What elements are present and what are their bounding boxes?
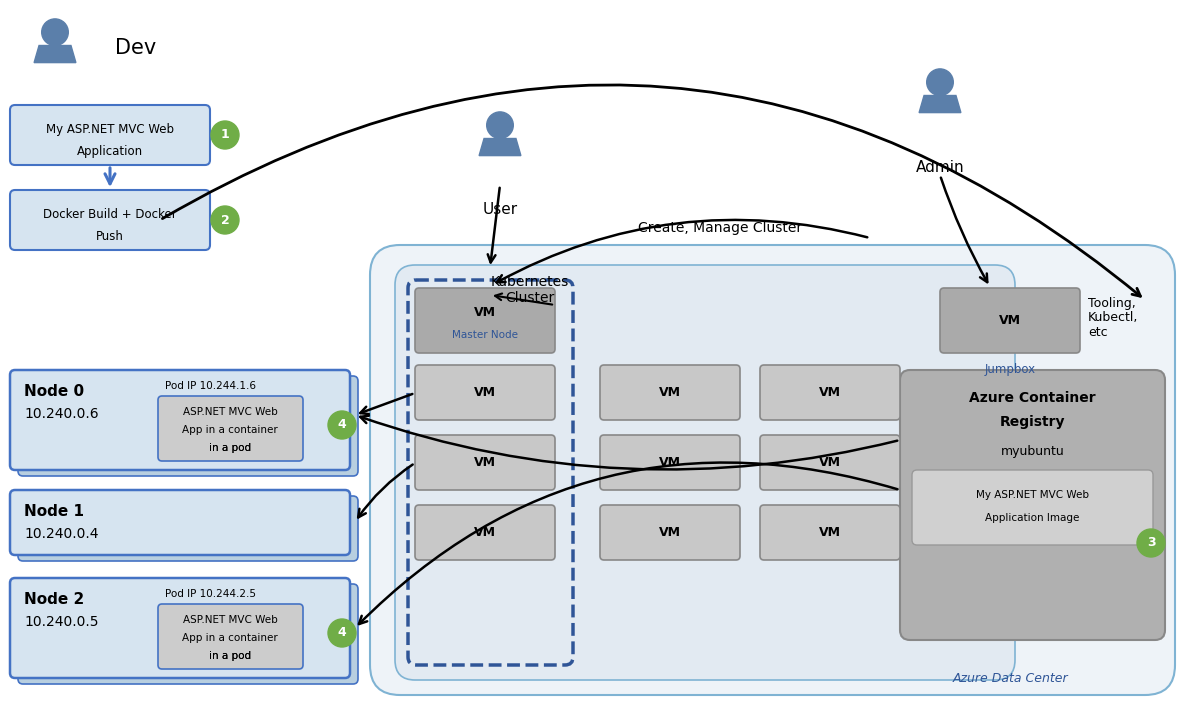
FancyBboxPatch shape <box>10 105 210 165</box>
Text: in a pod: in a pod <box>209 443 251 453</box>
FancyArrowPatch shape <box>487 188 499 263</box>
Text: Create, Manage Cluster: Create, Manage Cluster <box>638 221 802 235</box>
FancyArrowPatch shape <box>358 465 413 518</box>
Text: Node 0: Node 0 <box>24 385 84 399</box>
FancyBboxPatch shape <box>395 265 1015 680</box>
Text: 10.240.0.4: 10.240.0.4 <box>24 527 98 541</box>
Text: VM: VM <box>659 456 682 469</box>
Text: 10.240.0.6: 10.240.0.6 <box>24 407 98 421</box>
FancyBboxPatch shape <box>940 288 1080 353</box>
FancyBboxPatch shape <box>912 470 1153 545</box>
FancyArrowPatch shape <box>360 394 413 414</box>
Text: ASP.NET MVC Web: ASP.NET MVC Web <box>182 407 277 417</box>
Text: My ASP.NET MVC Web: My ASP.NET MVC Web <box>46 123 174 136</box>
Text: Pod IP 10.244.2.5: Pod IP 10.244.2.5 <box>166 589 256 599</box>
Text: Push: Push <box>96 230 124 243</box>
Text: myubuntu: myubuntu <box>1001 445 1064 459</box>
FancyBboxPatch shape <box>760 435 900 490</box>
Text: VM: VM <box>474 306 496 320</box>
Text: 1: 1 <box>221 129 229 141</box>
FancyBboxPatch shape <box>600 505 740 560</box>
Text: VM: VM <box>474 456 496 469</box>
Text: VM: VM <box>818 456 841 469</box>
FancyBboxPatch shape <box>415 435 554 490</box>
FancyArrowPatch shape <box>162 85 1140 297</box>
FancyBboxPatch shape <box>900 370 1165 640</box>
FancyBboxPatch shape <box>600 435 740 490</box>
Circle shape <box>211 121 239 149</box>
FancyBboxPatch shape <box>158 604 302 669</box>
FancyBboxPatch shape <box>158 396 302 461</box>
Circle shape <box>328 411 356 439</box>
Text: Application: Application <box>77 146 143 159</box>
Text: Azure Data Center: Azure Data Center <box>952 672 1068 685</box>
Text: User: User <box>482 202 517 218</box>
Text: Jumpbox: Jumpbox <box>984 363 1036 376</box>
Text: Dev: Dev <box>115 38 156 58</box>
Text: Node 2: Node 2 <box>24 592 84 607</box>
Polygon shape <box>34 45 76 62</box>
Text: Azure Container: Azure Container <box>970 391 1096 405</box>
Circle shape <box>328 619 356 647</box>
FancyBboxPatch shape <box>600 365 740 420</box>
Text: 4: 4 <box>337 627 347 640</box>
Text: VM: VM <box>818 386 841 399</box>
FancyArrowPatch shape <box>941 177 988 282</box>
Text: My ASP.NET MVC Web: My ASP.NET MVC Web <box>976 490 1090 500</box>
Text: VM: VM <box>474 386 496 399</box>
FancyArrowPatch shape <box>359 462 898 624</box>
Text: VM: VM <box>998 314 1021 327</box>
Text: Registry: Registry <box>1000 415 1066 429</box>
FancyBboxPatch shape <box>18 376 358 476</box>
Circle shape <box>926 69 953 95</box>
FancyBboxPatch shape <box>370 245 1175 695</box>
Text: in a pod: in a pod <box>209 443 251 453</box>
Text: in a pod: in a pod <box>209 651 251 661</box>
Text: VM: VM <box>474 526 496 539</box>
FancyBboxPatch shape <box>10 190 210 250</box>
Text: Node 1: Node 1 <box>24 505 84 520</box>
Text: Docker Build + Docker: Docker Build + Docker <box>43 208 176 220</box>
Circle shape <box>1138 529 1165 557</box>
Text: Pod IP 10.244.1.6: Pod IP 10.244.1.6 <box>166 381 256 391</box>
FancyArrowPatch shape <box>497 220 868 282</box>
FancyBboxPatch shape <box>415 505 554 560</box>
Text: VM: VM <box>659 386 682 399</box>
FancyBboxPatch shape <box>10 370 350 470</box>
Text: Admin: Admin <box>916 161 965 175</box>
FancyBboxPatch shape <box>760 365 900 420</box>
Text: ASP.NET MVC Web: ASP.NET MVC Web <box>182 615 277 625</box>
Text: Tooling,
Kubectl,
etc: Tooling, Kubectl, etc <box>1088 297 1139 340</box>
Text: App in a container: App in a container <box>182 425 278 435</box>
Text: 10.240.0.5: 10.240.0.5 <box>24 615 98 629</box>
FancyBboxPatch shape <box>415 365 554 420</box>
Text: Application Image: Application Image <box>985 513 1080 523</box>
FancyBboxPatch shape <box>18 496 358 561</box>
Text: Master Node: Master Node <box>452 330 518 340</box>
Text: VM: VM <box>818 526 841 539</box>
Text: VM: VM <box>659 526 682 539</box>
FancyBboxPatch shape <box>415 288 554 353</box>
Circle shape <box>42 19 68 45</box>
Polygon shape <box>919 95 961 113</box>
FancyBboxPatch shape <box>760 505 900 560</box>
Text: Kubernetes
Cluster: Kubernetes Cluster <box>491 275 569 305</box>
Text: App in a container: App in a container <box>182 633 278 643</box>
FancyBboxPatch shape <box>10 490 350 555</box>
Circle shape <box>211 206 239 234</box>
FancyArrowPatch shape <box>360 416 898 470</box>
Polygon shape <box>479 139 521 156</box>
FancyBboxPatch shape <box>10 578 350 678</box>
Text: in a pod: in a pod <box>209 651 251 661</box>
Text: 4: 4 <box>337 419 347 432</box>
Circle shape <box>487 112 514 139</box>
Text: 2: 2 <box>221 213 229 226</box>
FancyBboxPatch shape <box>18 584 358 684</box>
Text: 3: 3 <box>1147 536 1156 549</box>
